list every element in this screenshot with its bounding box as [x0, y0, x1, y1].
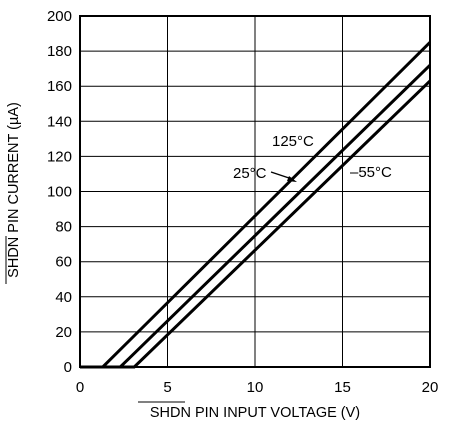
plot-frame [79, 15, 431, 368]
annotation-25c-leader [270, 171, 290, 179]
y-tick-label: 100 [47, 184, 72, 201]
y-tick-label: 40 [55, 289, 72, 306]
x-axis-label-rest: PIN INPUT VOLTAGE (V) [191, 405, 360, 421]
y-tick-label: 80 [55, 219, 72, 236]
y-axis-label-overbar-text: SHDN [6, 237, 22, 278]
y-tick-label: 140 [47, 113, 72, 130]
annotation-25c: 25°C [233, 165, 267, 182]
x-tick-label: 0 [76, 379, 84, 396]
x-tick-label: 5 [163, 379, 171, 396]
y-tick-label: 0 [64, 359, 72, 376]
y-tick-label: 120 [47, 148, 72, 165]
y-tick-label: 60 [55, 254, 72, 271]
y-tick-label: 200 [47, 8, 72, 25]
x-axis-label: SHDN PIN INPUT VOLTAGE (V) [150, 405, 360, 421]
annotation-25c-arrowhead [287, 176, 297, 182]
x-tick-label: 10 [247, 379, 264, 396]
series-group [80, 41, 432, 369]
y-tick-label: 160 [47, 78, 72, 95]
y-axis-label-rest: PIN CURRENT (µA) [6, 102, 22, 237]
y-tick-label: 20 [55, 324, 72, 341]
y-axis: 0 20 40 60 80 100 120 140 160 180 200 [47, 8, 72, 376]
x-tick-label: 20 [422, 379, 439, 396]
x-axis-label-overbar-text: SHDN [150, 405, 191, 421]
y-axis-label: SHDN PIN CURRENT (µA) [6, 102, 22, 278]
x-tick-label: 15 [334, 379, 351, 396]
y-tick-label: 180 [47, 43, 72, 60]
series-line-2 [80, 79, 432, 369]
annotation-125c: 125°C [272, 133, 314, 150]
x-axis: 0 5 10 15 20 [76, 379, 439, 396]
annotation-minus55c: –55°C [350, 164, 392, 181]
grid-lines [79, 15, 431, 368]
annotations: 125°C 25°C –55°C [233, 133, 392, 182]
